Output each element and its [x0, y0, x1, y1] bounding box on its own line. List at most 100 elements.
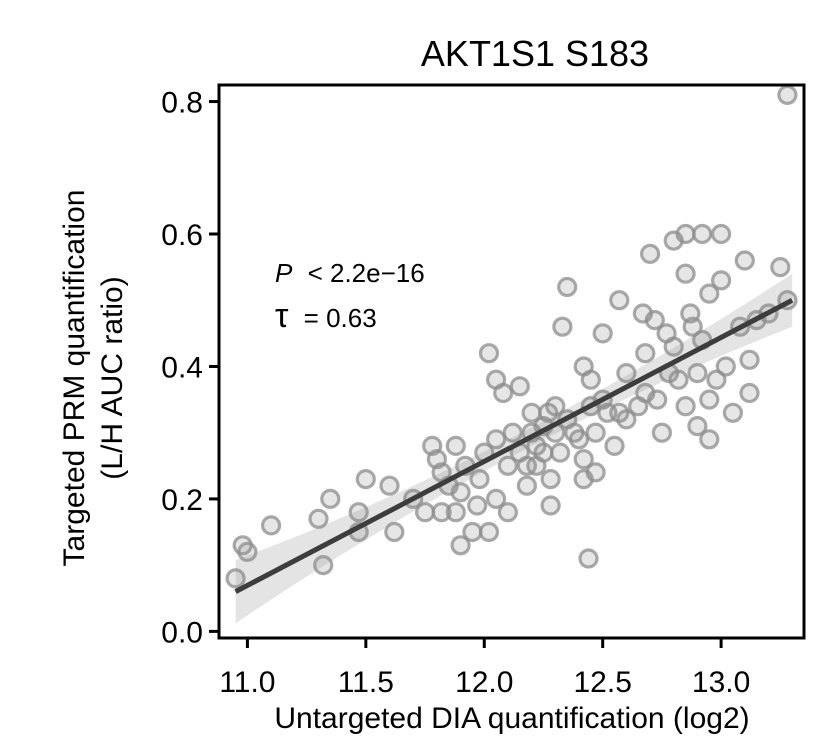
data-point	[585, 462, 606, 483]
data-point	[450, 535, 471, 556]
data-point	[497, 455, 518, 476]
data-point	[237, 541, 258, 563]
data-point	[635, 343, 656, 364]
data-point	[647, 389, 668, 410]
tau-value-text: = 0.63	[304, 303, 377, 333]
data-point	[486, 429, 507, 450]
data-point	[450, 482, 471, 503]
data-point	[699, 283, 720, 304]
data-point	[379, 475, 400, 496]
data-point	[469, 469, 490, 490]
data-point	[739, 349, 760, 370]
data-point	[568, 429, 590, 450]
y-axis-label-line2: (L/H AUC ratio)	[96, 276, 129, 479]
stats-annotation: P < 2.2e−16 τ = 0.63	[275, 258, 425, 335]
data-point	[668, 369, 689, 390]
y-tick-label: 0.4	[161, 351, 203, 384]
data-point	[545, 396, 566, 417]
data-point	[710, 270, 732, 291]
data-point	[699, 389, 720, 410]
data-point	[478, 521, 500, 543]
data-point	[616, 363, 637, 384]
data-point	[467, 495, 488, 516]
data-point	[497, 502, 518, 523]
data-point	[261, 515, 282, 536]
data-point	[651, 422, 673, 443]
data-point	[706, 369, 727, 390]
p-value-text: < 2.2e−16	[308, 258, 425, 288]
data-point	[384, 521, 405, 543]
x-tick-label: 11.5	[338, 666, 394, 699]
data-point	[739, 382, 760, 404]
data-point	[573, 449, 594, 470]
plot-area	[225, 84, 798, 624]
data-point	[486, 488, 507, 509]
data-point	[675, 396, 696, 417]
data-point	[431, 502, 452, 523]
tau-symbol: τ	[275, 297, 289, 335]
data-point	[540, 495, 561, 516]
p-symbol: P	[275, 258, 293, 288]
data-point	[516, 475, 538, 496]
x-tick-label: 13.0	[692, 666, 750, 699]
x-tick-label: 11.0	[219, 666, 275, 699]
data-point	[462, 521, 483, 543]
data-point	[644, 310, 665, 331]
x-tick-label: 12.5	[573, 666, 631, 699]
data-point	[699, 429, 720, 450]
data-point	[445, 502, 466, 523]
data-point	[478, 343, 500, 364]
regression-line	[234, 298, 794, 594]
data-point	[533, 442, 554, 463]
data-point	[616, 409, 637, 430]
data-point	[710, 223, 732, 245]
tau-annotation: τ = 0.63	[275, 297, 377, 335]
y-tick-label: 0.2	[161, 484, 203, 517]
y-tick-label: 0.6	[161, 219, 203, 252]
data-point	[552, 316, 573, 337]
data-point	[502, 422, 523, 443]
data-point	[734, 250, 755, 271]
data-point	[687, 363, 708, 384]
data-point	[715, 356, 736, 377]
data-point	[604, 435, 625, 456]
data-point	[549, 442, 571, 463]
data-point	[592, 323, 613, 344]
data-point	[445, 435, 466, 456]
data-point	[663, 336, 684, 357]
data-point	[639, 243, 661, 264]
plot-frame	[217, 83, 806, 640]
data-point	[770, 257, 791, 278]
data-point	[493, 382, 514, 404]
data-point	[355, 469, 376, 490]
data-point	[540, 469, 561, 490]
data-point	[722, 402, 744, 423]
data-point	[609, 290, 630, 311]
data-point	[682, 316, 703, 337]
x-tick-label: 12.0	[455, 666, 513, 699]
data-point	[675, 263, 696, 284]
x-axis-label: Untargeted DIA quantification (log2)	[274, 702, 749, 735]
data-point	[557, 276, 578, 298]
y-axis-label-line1: Targeted PRM quantification	[58, 190, 91, 567]
data-point	[308, 508, 329, 529]
data-point	[225, 568, 246, 589]
data-points	[225, 84, 798, 589]
y-axis-label: Targeted PRM quantification (L/H AUC rat…	[58, 190, 129, 567]
data-point	[348, 502, 369, 523]
data-point	[509, 376, 530, 397]
data-point	[687, 416, 708, 437]
y-axis-ticks: 0.0 0.2 0.4 0.6 0.8	[161, 87, 219, 649]
data-point	[320, 488, 341, 509]
x-axis-ticks: 11.0 11.5 12.0 12.5 13.0	[219, 638, 750, 699]
data-point	[578, 548, 599, 569]
y-tick-label: 0.8	[161, 87, 203, 120]
chart-title: AKT1S1 S183	[421, 33, 649, 74]
y-tick-label: 0.0	[161, 616, 203, 649]
data-point	[415, 502, 436, 523]
p-value-annotation: P < 2.2e−16	[275, 258, 425, 288]
data-point	[580, 369, 601, 390]
data-point	[777, 84, 798, 106]
data-point	[692, 223, 713, 245]
